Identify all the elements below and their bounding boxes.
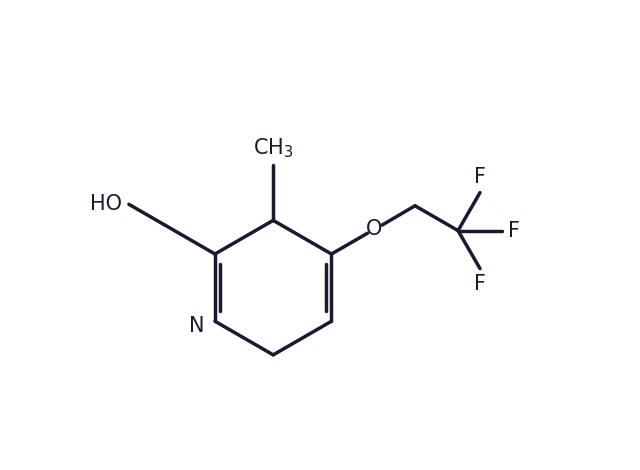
Text: N: N [189,316,204,336]
Text: F: F [508,220,520,241]
Text: O: O [366,219,383,239]
Text: F: F [474,167,486,187]
Text: F: F [474,274,486,294]
Text: CH$_3$: CH$_3$ [253,137,294,160]
Text: HO: HO [90,194,122,214]
